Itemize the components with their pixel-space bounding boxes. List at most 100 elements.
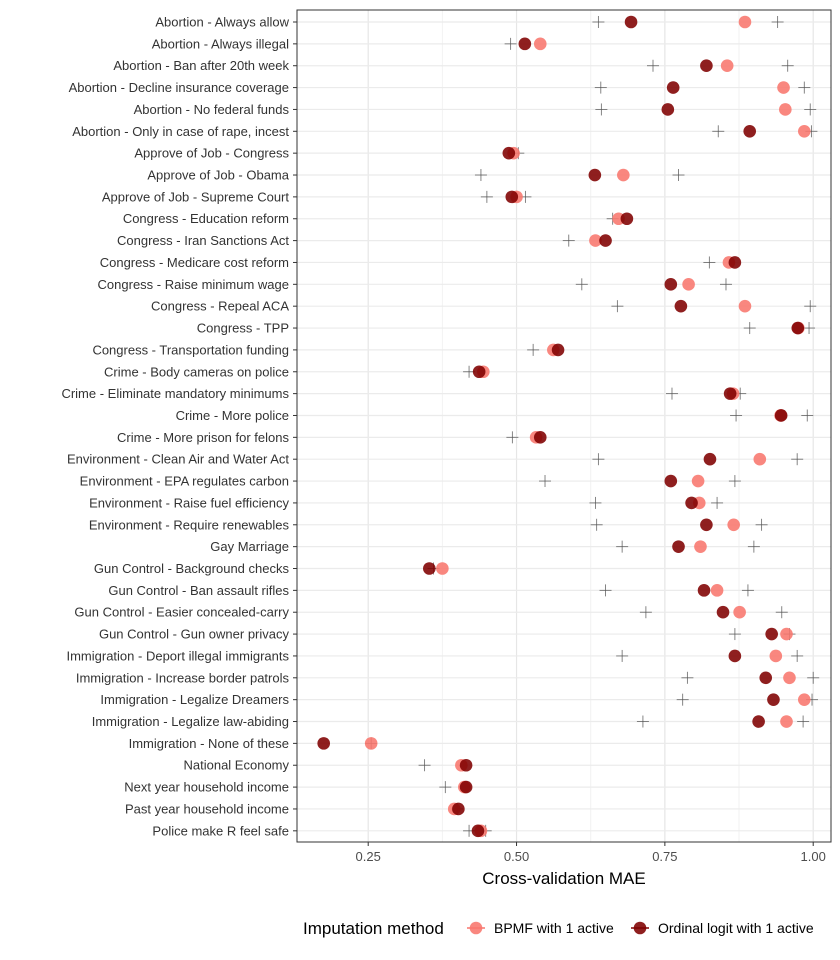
ordinal-logit-point [791, 321, 805, 335]
baseline-cross [712, 125, 725, 138]
baseline-cross [506, 431, 519, 444]
baseline-cross [647, 59, 659, 72]
baseline-cross [804, 103, 817, 116]
legend-entry: BPMF with 1 active [467, 920, 614, 936]
bpmf-point [364, 737, 378, 750]
minor-gridlines [441, 10, 740, 842]
bpmf-point [777, 81, 790, 94]
ordinal-logit-point [599, 234, 612, 247]
ordinal-logit-point [728, 649, 742, 663]
baseline-cross [711, 496, 724, 509]
category-label: Environment - Raise fuel efficiency [89, 495, 289, 510]
category-label: Abortion - Always allow [155, 15, 289, 30]
baseline-cross [504, 37, 517, 50]
baseline-cross [595, 103, 608, 116]
category-label: Environment - EPA regulates carbon [80, 474, 289, 489]
category-label: Crime - More prison for felons [117, 430, 289, 445]
category-label: National Economy [184, 758, 290, 773]
bpmf-point [779, 103, 792, 116]
data-points [317, 15, 811, 838]
ordinal-logit-point [666, 81, 680, 94]
baseline-cross [592, 453, 605, 466]
x-tick-label: 0.25 [356, 849, 381, 864]
ordinal-logit-point [774, 409, 788, 422]
baseline-cross [791, 453, 804, 466]
ordinal-logit-point [588, 168, 602, 182]
ordinal-logit-point [700, 59, 713, 73]
category-label: Immigration - None of these [129, 736, 289, 751]
baseline-cross [747, 540, 760, 553]
bpmf-point [589, 234, 602, 247]
legend-label: Ordinal logit with 1 active [658, 920, 814, 936]
bpmf-point [798, 125, 811, 138]
category-label: Past year household income [125, 801, 289, 816]
ordinal-logit-point [518, 37, 532, 51]
category-label: Abortion - Only in case of rape, incest [72, 124, 289, 139]
ordinal-logit-point [767, 693, 780, 706]
ordinal-logit-point [452, 802, 465, 816]
bpmf-point [738, 299, 752, 313]
baseline-cross [681, 671, 694, 684]
category-labels: Abortion - Always allow Abortion - Always… [61, 15, 297, 838]
baseline-cross [539, 475, 552, 488]
bpmf-point [436, 562, 449, 575]
category-label: Approve of Job - Congress [134, 146, 289, 161]
baseline-cross [636, 715, 649, 728]
baseline-cross [728, 628, 741, 641]
bpmf-point [691, 474, 705, 488]
baseline-cross [439, 781, 452, 794]
ordinal-logit-point [502, 146, 516, 160]
baseline-cross [803, 322, 816, 335]
ordinal-logit-point [505, 190, 519, 204]
bpmf-point [682, 278, 695, 291]
bpmf-point [783, 671, 796, 685]
ordinal-logit-point [752, 715, 765, 728]
legend: Imputation method BPMF with 1 active Ordi… [303, 919, 814, 938]
bpmf-point [780, 627, 793, 641]
bpmf-point [694, 540, 707, 553]
ordinal-logit-point [661, 103, 675, 116]
ordinal-logit-point [664, 278, 678, 291]
baseline-cross [589, 496, 602, 509]
baseline-cross [672, 169, 685, 182]
x-axis-ticks: 0.25 0.50 0.75 1.00 [356, 842, 826, 864]
baseline-cross [611, 300, 624, 313]
ordinal-logit-point [472, 365, 486, 379]
x-tick-label: 0.50 [504, 849, 529, 864]
baseline-cross [728, 475, 741, 488]
bpmf-point [780, 715, 793, 728]
ordinal-logit-point [697, 584, 711, 597]
category-label: Environment - Clean Air and Water Act [67, 452, 289, 467]
ordinal-logit-point [459, 780, 473, 794]
baseline-cross [527, 343, 540, 356]
baseline-cross [755, 518, 768, 531]
category-label: Next year household income [124, 780, 289, 795]
legend-key-point [469, 921, 483, 935]
bpmf-point [798, 693, 811, 706]
ordinal-logit-point [624, 15, 638, 29]
baseline-cross [592, 16, 605, 28]
ordinal-logit-point [728, 256, 742, 269]
baseline-cross [480, 190, 493, 203]
baseline-cross [781, 59, 794, 72]
legend-title: Imputation method [303, 919, 444, 938]
ordinal-logit-point [317, 737, 331, 750]
ordinal-logit-point [551, 343, 565, 357]
category-label: Abortion - Ban after 20th week [113, 58, 289, 73]
baseline-cross [804, 300, 817, 313]
ordinal-logit-point [664, 474, 678, 488]
category-label: Approve of Job - Obama [147, 168, 289, 183]
category-label: Abortion - Decline insurance coverage [69, 80, 289, 95]
baseline-cross [798, 81, 811, 94]
category-label: Congress - Raise minimum wage [98, 277, 289, 292]
bpmf-point [720, 59, 734, 73]
baseline-cross [665, 387, 678, 400]
bpmf-point [738, 15, 752, 29]
category-label: Gun Control - Easier concealed-carry [74, 605, 289, 620]
ordinal-logit-point [743, 125, 757, 138]
baseline-cross [575, 278, 588, 291]
bpmf-point [753, 452, 767, 466]
baseline-cross [594, 81, 607, 94]
category-label: Immigration - Deport illegal immigrants [66, 648, 289, 663]
